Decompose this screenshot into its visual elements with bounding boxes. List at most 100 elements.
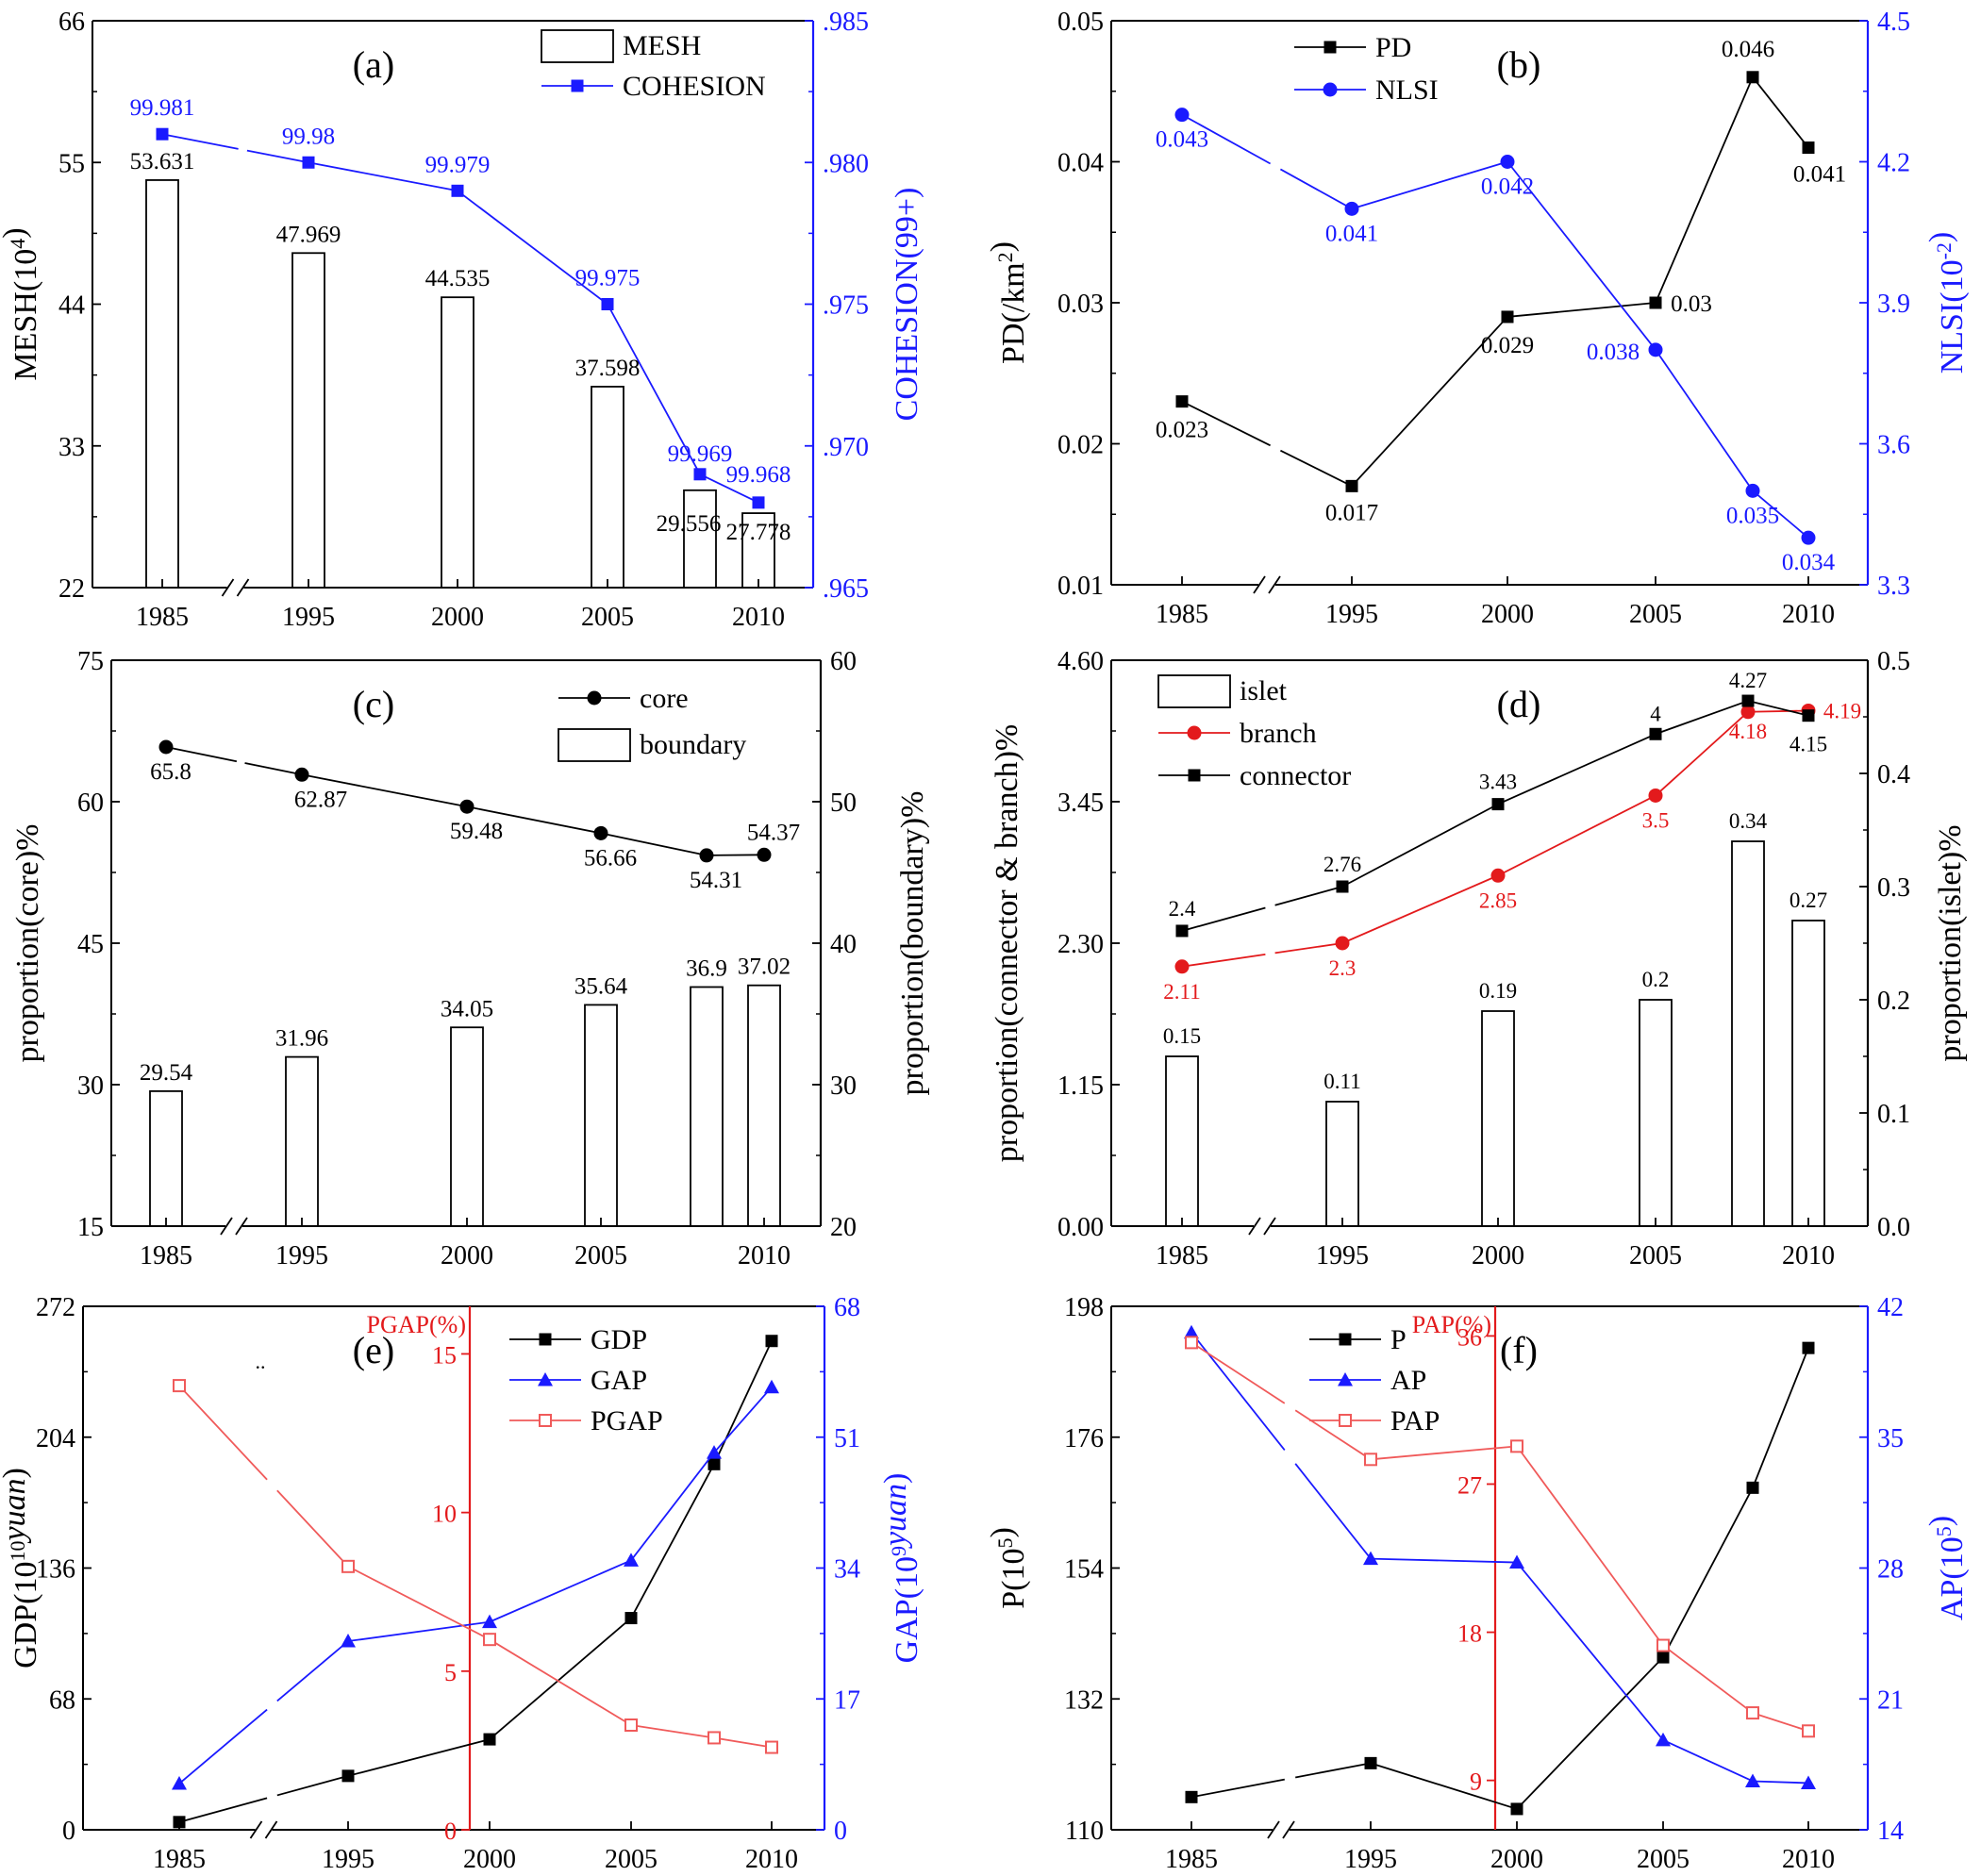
data-label: 99.969 bbox=[668, 441, 733, 467]
marker-P bbox=[1510, 1802, 1523, 1816]
series-GDP-segment bbox=[347, 1738, 491, 1777]
data-label: 29.556 bbox=[657, 511, 722, 537]
panel-c: 15 30 45 60 75 20 30 40 50 60 1985 1995 2000 2005 2010… bbox=[10, 647, 930, 1270]
y-left-tick-label: 45 bbox=[77, 930, 104, 959]
axis-break-gap bbox=[1258, 577, 1275, 592]
x-tick-label: 2000 bbox=[463, 1845, 516, 1874]
y-left-tick-label: 132 bbox=[1064, 1685, 1104, 1715]
legend-swatch-marker bbox=[538, 1372, 553, 1386]
y-left-tick-label: 44 bbox=[58, 291, 85, 321]
legend-swatch-marker bbox=[1187, 725, 1202, 740]
marker-AP bbox=[1363, 1551, 1378, 1566]
series-NLSI-segment bbox=[1351, 160, 1508, 210]
marker-GDP bbox=[483, 1733, 496, 1746]
data-label: 0.043 bbox=[1156, 127, 1208, 153]
data-label: 0.11 bbox=[1323, 1070, 1360, 1093]
marker-GAP bbox=[764, 1379, 779, 1394]
x-tick-label: 2005 bbox=[1629, 600, 1682, 629]
legend: islet branch connector bbox=[1157, 674, 1351, 791]
axis-break-gap bbox=[1273, 1822, 1290, 1837]
marker-NLSI bbox=[1648, 342, 1663, 357]
y-right-title: proportion(islet)% bbox=[1933, 824, 1968, 1061]
marker-PD bbox=[1345, 479, 1358, 492]
series-PD-segment bbox=[1351, 316, 1508, 487]
marker-AP bbox=[1745, 1773, 1760, 1787]
marker-core bbox=[294, 767, 309, 782]
x-tick-label: 1995 bbox=[275, 1241, 328, 1270]
marker-branch bbox=[1490, 868, 1506, 883]
marker-PGAP bbox=[624, 1718, 638, 1732]
series-connector-segment bbox=[1181, 906, 1266, 932]
x-tick-label: 2000 bbox=[1490, 1845, 1543, 1874]
y-left-tick-label: 0.05 bbox=[1057, 8, 1104, 37]
legend-swatch bbox=[1157, 674, 1231, 708]
marker-PGAP bbox=[173, 1379, 186, 1393]
data-label: 0.034 bbox=[1782, 550, 1836, 575]
y-right-tick-label: .965 bbox=[823, 574, 869, 604]
legend-swatch-marker bbox=[571, 79, 584, 92]
series-P-segment bbox=[1295, 1762, 1372, 1779]
marker-PAP bbox=[1364, 1453, 1377, 1467]
x-tick-label: 2005 bbox=[1629, 1241, 1682, 1270]
series-core-segment bbox=[301, 773, 468, 808]
panel-e: 0 68 136 204 272 0 17 34 51 68 1985 1995 2000 2005 201… bbox=[0, 1293, 924, 1874]
data-label: 4.19 bbox=[1823, 699, 1861, 722]
stray-mark: .. bbox=[256, 1350, 266, 1373]
series-P-segment bbox=[1370, 1762, 1518, 1810]
series-NLSI-segment bbox=[1181, 113, 1272, 165]
y-left-tick-label: 272 bbox=[36, 1293, 75, 1322]
x-tick-label: 1995 bbox=[282, 603, 335, 632]
marker-branch bbox=[1740, 705, 1756, 720]
data-label: 44.535 bbox=[425, 266, 491, 291]
y-left-tick-label: 0.01 bbox=[1057, 572, 1104, 601]
marker-PGAP bbox=[483, 1633, 496, 1647]
series-GAP-segment bbox=[630, 1452, 715, 1561]
series-GDP-segment bbox=[713, 1340, 773, 1465]
axis-break-mark bbox=[1263, 1217, 1276, 1236]
marker-NLSI bbox=[1174, 108, 1190, 123]
marker-core bbox=[699, 848, 714, 863]
marker-PD bbox=[1649, 296, 1662, 309]
series-branch-segment bbox=[1274, 942, 1343, 955]
series-branch-segment bbox=[1747, 709, 1809, 713]
marker-NLSI bbox=[1745, 483, 1760, 498]
y-left-tick-label: 68 bbox=[49, 1685, 75, 1715]
bar bbox=[1165, 1055, 1199, 1227]
data-label: 47.969 bbox=[276, 222, 341, 247]
series-GAP-segment bbox=[489, 1559, 632, 1623]
y-right-tick-label: 0.4 bbox=[1877, 760, 1910, 789]
y-inner-tick-label: 27 bbox=[1457, 1471, 1482, 1499]
series-GAP-segment bbox=[713, 1386, 773, 1453]
y-left-tick-label: 198 bbox=[1064, 1293, 1104, 1322]
axis-break-mark bbox=[1282, 1820, 1295, 1839]
data-label: 0.023 bbox=[1156, 418, 1208, 443]
legend-label: GDP bbox=[591, 1324, 647, 1355]
y-left-tick-label: 60 bbox=[77, 789, 104, 818]
series-AP-segment bbox=[1662, 1739, 1754, 1783]
panel-label: (f) bbox=[1500, 1329, 1538, 1371]
y-left-tick-label: 4.60 bbox=[1057, 647, 1104, 676]
x-tick-label: 1995 bbox=[1316, 1241, 1369, 1270]
y-right-tick-label: 0.5 bbox=[1877, 647, 1910, 676]
series-connector-segment bbox=[1341, 803, 1499, 888]
data-label: 54.37 bbox=[747, 820, 800, 845]
marker-NLSI bbox=[1801, 530, 1816, 545]
x-tick-label: 1985 bbox=[1165, 1845, 1218, 1874]
series-AP-segment bbox=[1190, 1332, 1286, 1452]
x-tick-label: 2005 bbox=[1637, 1845, 1690, 1874]
legend-label: MESH bbox=[623, 30, 701, 61]
panel-b: 0.01 0.02 0.03 0.04 0.05 3.3 3.6 3.9 4.2 4.5 1985 1… bbox=[985, 8, 1970, 629]
legend-swatch-marker bbox=[1323, 82, 1338, 97]
axis-break-mark bbox=[1248, 1217, 1261, 1236]
axis-break-mark bbox=[235, 1217, 248, 1236]
marker-connector bbox=[1336, 880, 1349, 893]
series-PD-segment bbox=[1181, 400, 1272, 447]
y-inner-title: PGAP(%) bbox=[367, 1311, 466, 1338]
data-label: 37.598 bbox=[575, 356, 641, 381]
x-tick-label: 2000 bbox=[1472, 1241, 1524, 1270]
marker-P bbox=[1656, 1651, 1670, 1664]
legend-label: islet bbox=[1240, 675, 1288, 706]
series-NLSI-segment bbox=[1752, 490, 1809, 539]
data-label: 0.029 bbox=[1481, 333, 1534, 358]
